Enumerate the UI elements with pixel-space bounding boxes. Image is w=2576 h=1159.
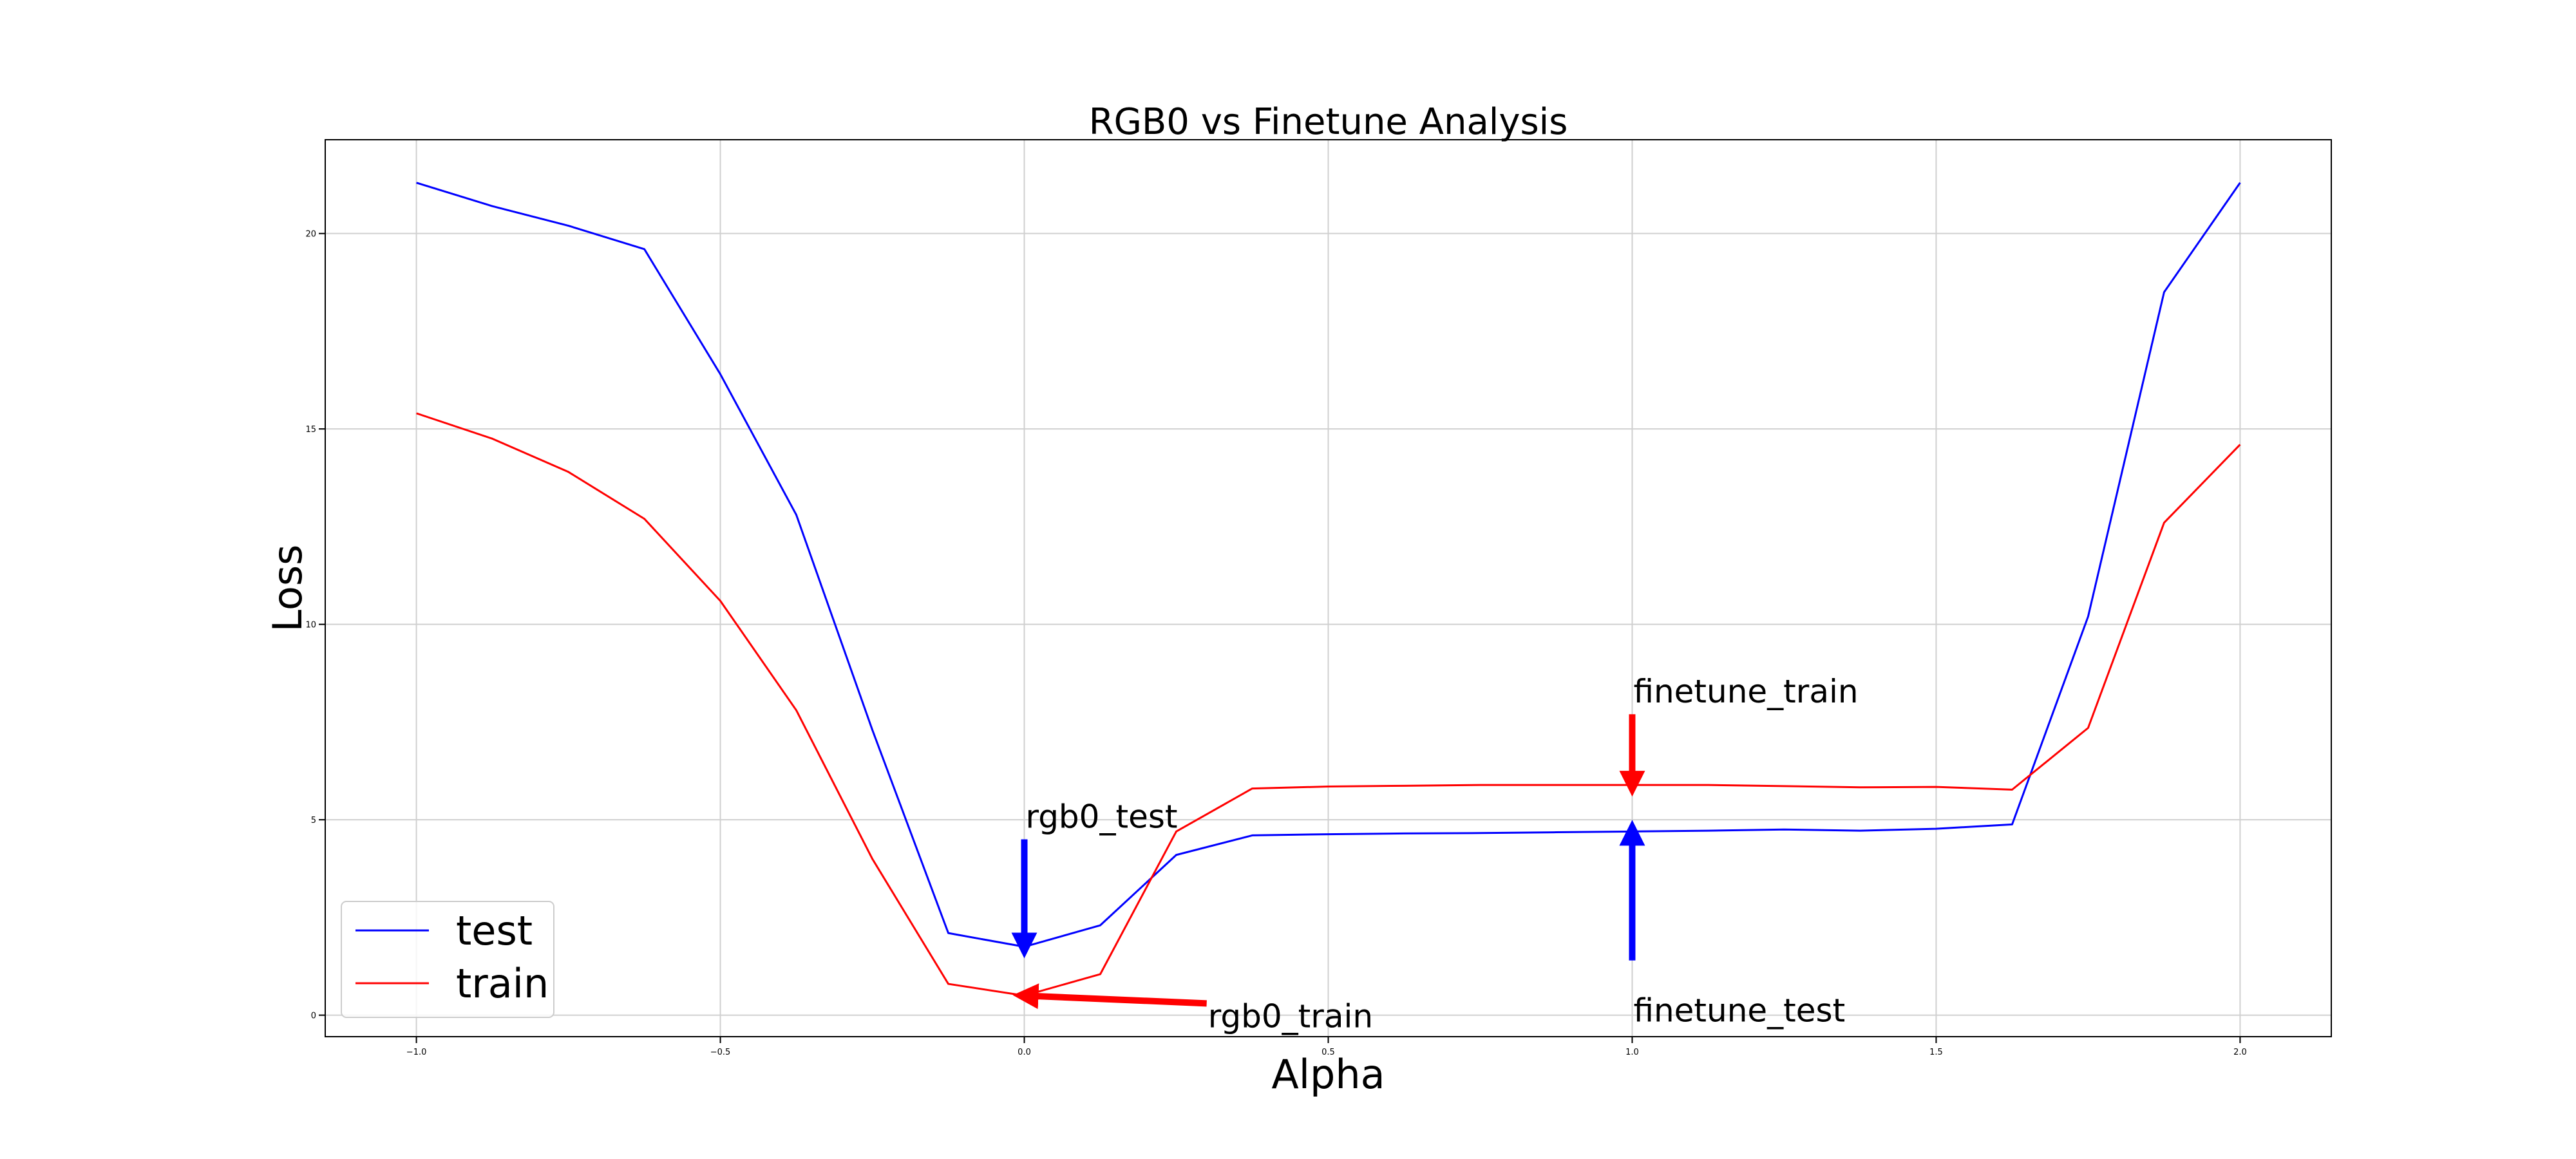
y-tick-label: 5: [311, 816, 316, 825]
y-tick-label: 0: [311, 1012, 316, 1021]
legend-label: train: [456, 960, 549, 1007]
annotation-label: finetune_train: [1633, 673, 1858, 710]
annotation-label: rgb0_test: [1026, 798, 1178, 835]
annotation-label: rgb0_train: [1208, 997, 1373, 1035]
x-tick-label: 2.0: [2233, 1048, 2247, 1057]
annotation-label: finetune_test: [1633, 992, 1845, 1029]
x-tick-label: 0.5: [1321, 1048, 1335, 1057]
annotation-layer: rgb0_test rgb0_train finetune_trainfinetun…: [1011, 673, 1859, 1035]
y-tick-label: 15: [305, 425, 316, 435]
x-tick-label: −0.5: [710, 1048, 731, 1057]
ticks: −1.0 −0.5 0.0 0.5 1.0 1.5 2.0 0 5 10 15 20: [305, 230, 2246, 1057]
annotation-arrow: [1012, 983, 1207, 1010]
x-tick-label: 1.5: [1929, 1048, 1943, 1057]
y-axis-label: Loss: [264, 545, 311, 632]
legend-label: test: [456, 907, 533, 954]
grid: [325, 140, 2331, 1037]
plot-frame: [325, 139, 2332, 1037]
y-tick-label: 20: [305, 230, 316, 240]
x-tick-label: 1.0: [1625, 1048, 1639, 1057]
legend: test train: [341, 901, 554, 1018]
x-axis-label: Alpha: [1271, 1051, 1385, 1098]
chart-title: RGB0 vs Finetune Analysis: [1089, 101, 1568, 143]
x-tick-label: −1.0: [406, 1048, 427, 1057]
series-layer: [416, 182, 2241, 997]
y-tick-label: 10: [305, 621, 316, 630]
x-tick-label: 0.0: [1018, 1048, 1031, 1057]
